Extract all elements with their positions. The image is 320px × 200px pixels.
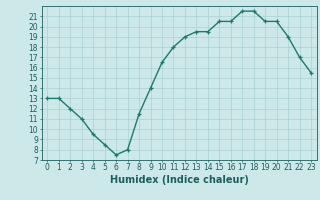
X-axis label: Humidex (Indice chaleur): Humidex (Indice chaleur)	[110, 175, 249, 185]
